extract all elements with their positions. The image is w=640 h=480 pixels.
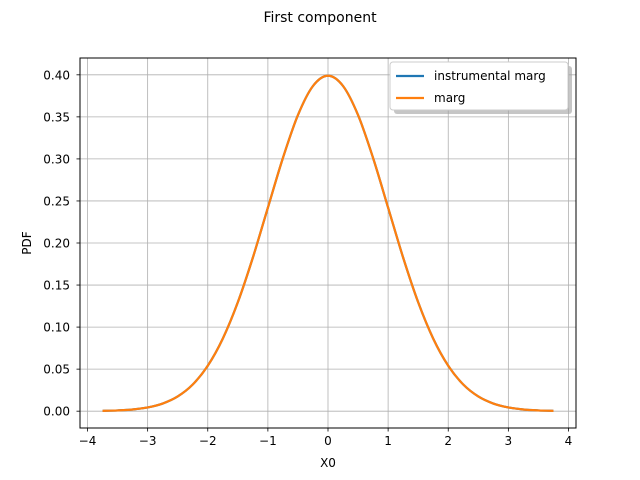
grid [80, 58, 576, 428]
y-tick-label: 0.40 [43, 68, 70, 82]
y-tick-label: 0.20 [43, 237, 70, 251]
x-tick-label: −2 [199, 434, 217, 448]
legend-label-instrumental-marg: instrumental marg [434, 69, 546, 83]
legend-label-marg: marg [434, 91, 465, 105]
y-tick-label: 0.00 [43, 405, 70, 419]
y-axis-label: PDF [20, 231, 34, 254]
x-tick-label: 1 [384, 434, 392, 448]
x-tick-label: −3 [139, 434, 157, 448]
x-tick-label: 4 [565, 434, 573, 448]
x-tick-label: −4 [79, 434, 97, 448]
legend-box [389, 61, 569, 111]
x-axis-ticks: −4 −3 −2 −1 0 1 2 3 4 [79, 428, 573, 448]
y-tick-label: 0.30 [43, 152, 70, 166]
chart-title: First component [263, 10, 377, 26]
y-axis-ticks: 0.00 0.05 0.10 0.15 0.20 0.25 0.30 0.35 0.40 [43, 68, 80, 419]
y-tick-label: 0.05 [43, 363, 70, 377]
x-axis-label: X0 [320, 456, 336, 470]
x-tick-label: 3 [505, 434, 513, 448]
y-tick-label: 0.35 [43, 110, 70, 124]
series-group [102, 74, 554, 412]
y-tick-label: 0.10 [43, 321, 70, 335]
x-tick-label: 0 [324, 434, 332, 448]
y-tick-label: 0.15 [43, 279, 70, 293]
x-tick-label: 2 [444, 434, 452, 448]
x-tick-label: −1 [259, 434, 277, 448]
legend: instrumental marg marg [389, 61, 572, 114]
series-line-marg [102, 74, 554, 412]
y-tick-label: 0.25 [43, 194, 70, 208]
